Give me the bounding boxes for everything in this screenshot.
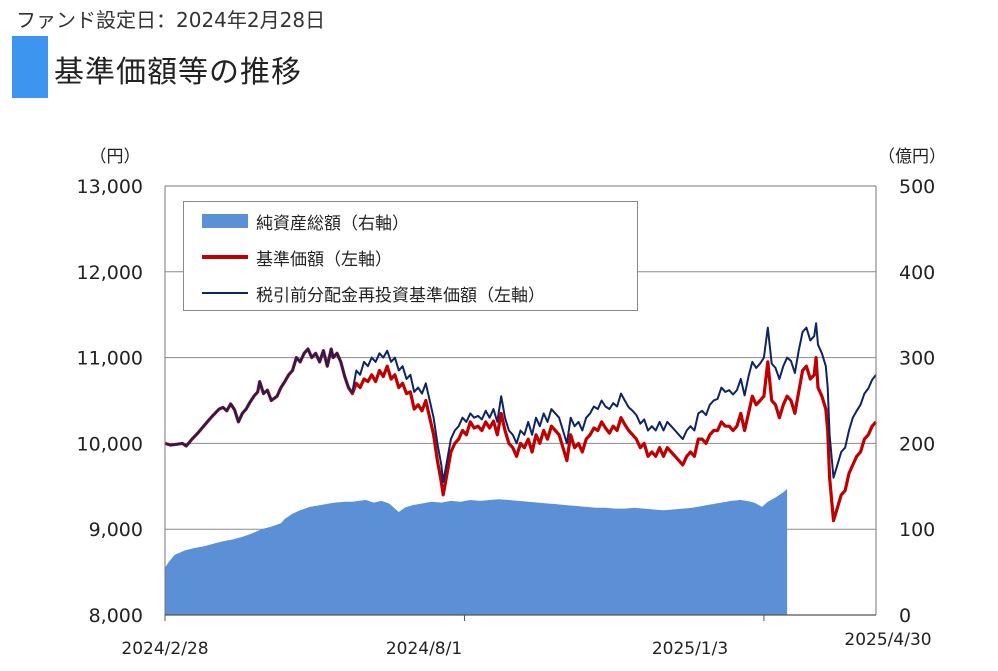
legend-label-reinvested-nav: 税引前分配金再投資基準価額（左軸） — [256, 285, 545, 306]
left-tick-label: 10,000 — [77, 433, 143, 455]
right-tick-label: 100 — [899, 519, 935, 541]
right-tick-label: 500 — [899, 176, 935, 198]
legend-swatch-nav — [202, 255, 248, 259]
legend-swatch-reinvested-nav — [202, 292, 248, 294]
x-tick-label: 2025/1/3 — [652, 639, 728, 659]
right-tick-label: 400 — [899, 262, 935, 284]
net-assets-area — [165, 488, 788, 615]
right-axis-unit: （億円） — [878, 147, 946, 167]
right-tick-label: 0 — [899, 605, 911, 627]
left-tick-label: 13,000 — [77, 176, 143, 198]
x-tick-label: 2024/2/28 — [121, 639, 208, 659]
legend-item-reinvested-nav: 税引前分配金再投資基準価額（左軸） — [202, 281, 545, 306]
x-tick-label: 2024/8/1 — [386, 639, 462, 659]
left-axis-unit: （円） — [90, 147, 141, 167]
right-tick-label: 300 — [899, 348, 935, 370]
legend-item-nav: 基準価額（左軸） — [202, 245, 392, 270]
x-tick-label: 2025/4/30 — [844, 630, 931, 650]
legend-item-net-assets: 純資産総額（右軸） — [202, 209, 409, 234]
left-tick-label: 8,000 — [89, 605, 143, 627]
left-tick-label: 9,000 — [89, 519, 143, 541]
inception-date: ファンド設定日：2024年2月28日 — [16, 8, 326, 32]
right-tick-label: 200 — [899, 433, 935, 455]
reinvested-nav-line — [164, 322, 877, 483]
title-accent-bar — [12, 36, 48, 98]
legend-label-net-assets: 純資産総額（右軸） — [256, 213, 409, 234]
chart-legend: 純資産総額（右軸） 基準価額（左軸） 税引前分配金再投資基準価額（左軸） — [183, 201, 638, 311]
left-tick-label: 12,000 — [77, 262, 143, 284]
left-tick-label: 11,000 — [77, 348, 143, 370]
nav-line — [164, 347, 878, 523]
legend-swatch-net-assets — [202, 214, 248, 228]
page-title: 基準価額等の推移 — [54, 55, 302, 90]
legend-label-nav: 基準価額（左軸） — [256, 249, 392, 270]
